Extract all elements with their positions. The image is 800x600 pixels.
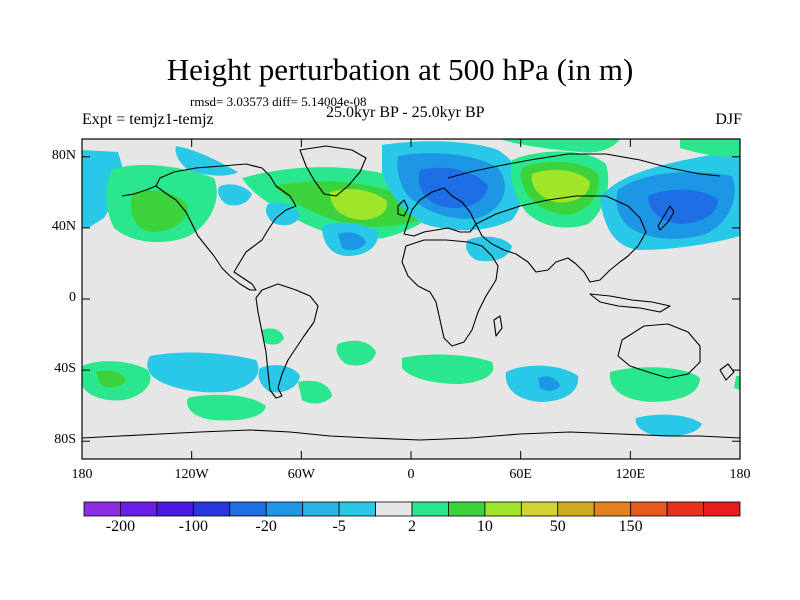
colorbar-swatch — [265, 501, 304, 517]
contour-europe-core — [418, 167, 488, 208]
coast-africa — [401, 239, 499, 347]
lon-label: 0 — [407, 467, 415, 482]
colorbar-swatch — [666, 501, 704, 517]
period-label: 25.0kyr BP - 25.0kyr BP — [326, 104, 485, 121]
contour-north-arctic-green — [500, 139, 620, 153]
contour-brazil-green — [262, 328, 284, 345]
coast-greenland — [299, 145, 367, 197]
colorbar — [83, 501, 741, 517]
colorbar-swatch — [83, 501, 121, 517]
map-title: Height perturbation at 500 hPa (in m) — [166, 52, 634, 87]
contour-indian-ocean-core — [538, 376, 560, 391]
colorbar-swatch — [520, 501, 559, 517]
contour-middle-east-low — [466, 236, 512, 262]
colorbar-swatch — [593, 501, 632, 517]
contour-mid-atlantic-core — [338, 232, 366, 250]
coast-north-america — [155, 163, 297, 291]
season-label: DJF — [715, 111, 742, 128]
coast-antarctica — [82, 429, 740, 441]
colorbar-label: 150 — [618, 518, 643, 535]
colorbar-label: 10 — [476, 518, 493, 535]
coast-south-america — [255, 283, 319, 399]
experiment-label: Expt = temjz1-temjz — [82, 111, 214, 128]
lon-label: 180 — [729, 467, 751, 482]
coast-alaska-arc — [121, 185, 157, 197]
contour-argentina-low — [258, 365, 300, 393]
coast-japan — [657, 205, 675, 231]
coast-indonesia — [589, 293, 671, 313]
contour-south-atlantic-lower — [298, 380, 332, 404]
colorbar-swatch — [448, 501, 486, 517]
contour-south-pacific-lower — [187, 394, 266, 421]
lon-label: 180 — [71, 467, 93, 482]
contour-atlantic-core — [330, 189, 387, 220]
lat-label: 80N — [51, 147, 76, 163]
contour-south-atlantic-green — [336, 340, 376, 366]
coast-asia — [475, 195, 647, 283]
contour-alaska — [175, 146, 238, 176]
colorbar-swatch — [375, 501, 413, 517]
lat-label: 40S — [54, 361, 76, 377]
colorbar-swatch — [192, 501, 231, 517]
coast-new-zealand — [719, 363, 735, 381]
contour-south-pacific-core — [96, 370, 126, 388]
lat-label: 80S — [54, 432, 76, 448]
colorbar-label: 2 — [408, 518, 416, 535]
colorbar-swatch — [338, 501, 376, 517]
colorbar-swatch — [302, 501, 340, 517]
contour-southeast-green — [734, 376, 740, 390]
stats-text: rmsd= 3.03573 diff= 5.14004e-08 — [190, 94, 367, 109]
axis-ticks — [81, 139, 741, 459]
lon-label: 60W — [287, 467, 315, 482]
colorbar-swatch — [484, 501, 522, 517]
colorbar-label: -200 — [105, 518, 136, 535]
coast-europe — [403, 187, 477, 237]
lat-label: 40N — [51, 218, 76, 234]
colorbar-label: 50 — [549, 518, 566, 535]
lon-label: 120W — [174, 467, 209, 482]
lon-label: 120E — [615, 467, 646, 482]
colorbar-swatch — [703, 501, 741, 517]
colorbar-swatch — [156, 501, 194, 517]
coast-australia — [617, 323, 701, 379]
contour-north-pacific-core — [130, 190, 188, 232]
contour-siberia-core — [531, 169, 590, 203]
contour-south-pacific-low — [147, 352, 259, 393]
colorbar-swatch — [120, 501, 158, 517]
colorbar-swatch — [411, 501, 449, 517]
contour-far-south-low — [635, 414, 702, 437]
colorbar-swatch — [630, 501, 668, 517]
lon-label: 60E — [509, 467, 532, 482]
colorbar-swatch — [557, 501, 595, 517]
contour-greenland-low — [218, 184, 252, 206]
colorbar-label: -5 — [332, 518, 346, 535]
lat-label: 0 — [69, 290, 76, 305]
contour-north-pacific-east-green — [680, 139, 740, 157]
colorbar-label: -100 — [178, 518, 208, 535]
coastlines — [82, 145, 740, 441]
contour-east-asia-core — [648, 189, 718, 224]
coast-madagascar — [493, 315, 503, 337]
coast-british-isles — [397, 199, 409, 217]
contour-africa-green — [402, 354, 494, 384]
colorbar-swatch — [229, 501, 267, 517]
colorbar-label: -20 — [255, 518, 277, 535]
coast-arctic-asia — [447, 153, 721, 179]
